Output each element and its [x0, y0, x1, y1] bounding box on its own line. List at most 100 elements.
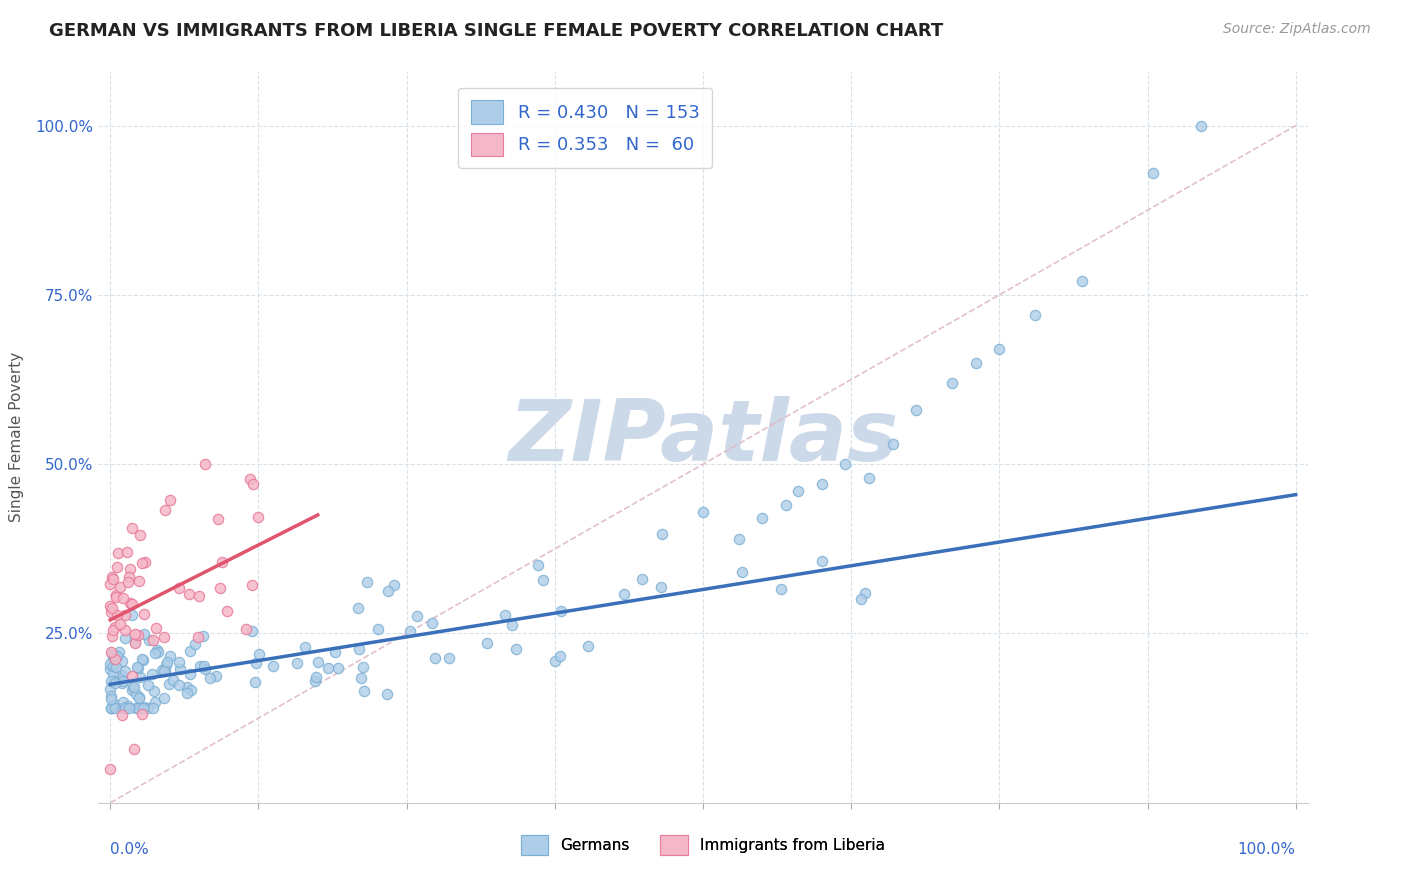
Point	[121, 669, 143, 683]
Point	[107, 546, 129, 560]
Point	[176, 681, 198, 695]
Point	[1024, 308, 1046, 322]
Point	[217, 604, 239, 618]
Point	[100, 674, 122, 689]
Point	[153, 630, 176, 644]
Point	[134, 555, 156, 569]
Point	[129, 701, 152, 715]
Point	[169, 655, 191, 669]
Point	[124, 635, 146, 649]
Point	[104, 676, 127, 690]
Point	[146, 645, 169, 659]
Point	[1142, 166, 1164, 180]
Point	[131, 652, 153, 666]
Point	[101, 667, 124, 681]
Point	[146, 643, 169, 657]
Text: ZIPatlas: ZIPatlas	[508, 395, 898, 479]
Point	[323, 645, 346, 659]
Point	[770, 582, 793, 596]
Point	[420, 615, 443, 630]
Point	[142, 684, 165, 698]
Point	[98, 762, 121, 776]
Point	[477, 636, 499, 650]
Point	[152, 691, 174, 706]
Point	[811, 554, 834, 568]
Point	[108, 667, 131, 681]
Point	[98, 657, 121, 671]
Point	[136, 678, 159, 692]
Point	[988, 342, 1011, 356]
Point	[117, 698, 139, 713]
Point	[124, 636, 146, 650]
Point	[167, 678, 190, 692]
Point	[305, 670, 328, 684]
Point	[193, 628, 215, 642]
Point	[439, 651, 461, 665]
Point	[200, 671, 222, 685]
Point	[141, 667, 163, 681]
Point	[246, 510, 269, 524]
Point	[1071, 274, 1094, 288]
Point	[318, 660, 340, 674]
Point	[128, 690, 150, 704]
Point	[110, 616, 132, 631]
Point	[262, 659, 284, 673]
Point	[105, 660, 128, 674]
Point	[132, 701, 155, 715]
Point	[153, 503, 176, 517]
Point	[132, 607, 155, 621]
Point	[115, 544, 138, 558]
Point	[114, 623, 136, 637]
Point	[136, 701, 159, 715]
Point	[346, 601, 368, 615]
Point	[114, 701, 136, 715]
Point	[127, 660, 149, 674]
Point	[307, 655, 329, 669]
Point	[242, 477, 264, 491]
Point	[105, 588, 128, 602]
Point	[111, 655, 134, 669]
Point	[110, 701, 132, 715]
Point	[177, 587, 200, 601]
Point	[377, 583, 399, 598]
Point	[132, 653, 155, 667]
Point	[138, 632, 160, 647]
Point	[356, 575, 378, 590]
Point	[122, 680, 145, 694]
Point	[104, 590, 127, 604]
Point	[122, 741, 145, 756]
Point	[101, 600, 124, 615]
Point	[104, 652, 127, 666]
Point	[294, 640, 316, 654]
Point	[142, 701, 165, 715]
Point	[100, 605, 122, 619]
Point	[188, 659, 211, 673]
Point	[128, 574, 150, 588]
Point	[882, 437, 904, 451]
Point	[118, 562, 141, 576]
Point	[125, 687, 148, 701]
Point	[550, 604, 572, 618]
Point	[1189, 119, 1212, 133]
Point	[375, 687, 398, 701]
Point	[103, 659, 125, 673]
Text: Source: ZipAtlas.com: Source: ZipAtlas.com	[1223, 22, 1371, 37]
Point	[111, 676, 134, 690]
Point	[150, 664, 173, 678]
Point	[631, 573, 654, 587]
Point	[129, 670, 152, 684]
Point	[156, 655, 179, 669]
Point	[98, 577, 121, 591]
Point	[285, 656, 308, 670]
Point	[100, 692, 122, 706]
Point	[103, 697, 125, 711]
Point	[353, 683, 375, 698]
Point	[125, 701, 148, 715]
Point	[159, 648, 181, 663]
Point	[239, 471, 262, 485]
Point	[245, 656, 267, 670]
Point	[851, 592, 873, 607]
Point	[112, 591, 135, 605]
Point	[544, 654, 567, 668]
Point	[775, 498, 797, 512]
